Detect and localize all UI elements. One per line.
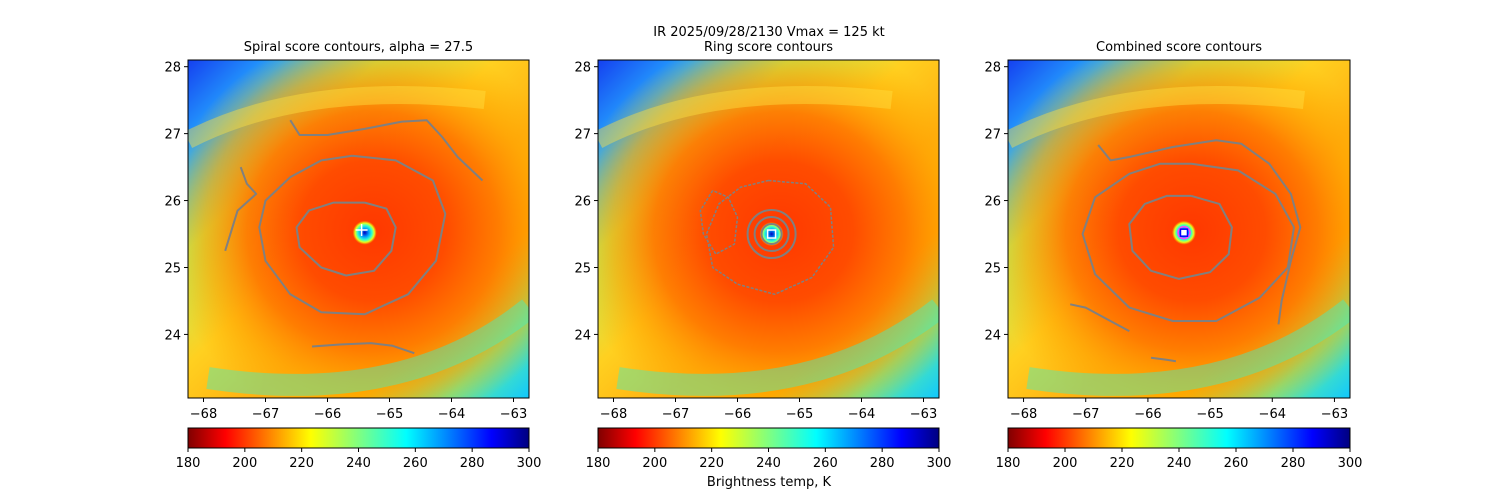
brightness-temp-image	[598, 60, 939, 398]
x-tick-label: −64	[1259, 407, 1286, 422]
contour-west-lobe	[699, 189, 739, 255]
contour-middle	[258, 154, 447, 316]
colorbar-tick-label: 300	[517, 456, 542, 471]
colorbar-bar	[187, 427, 530, 449]
y-tick-label: 24	[164, 328, 181, 343]
colorbar-tick-label: 220	[1110, 456, 1135, 471]
y-tick-label: 28	[984, 61, 1001, 76]
x-tick-label: −64	[848, 407, 875, 422]
x-tick-label: −67	[662, 407, 689, 422]
center-marker-circle	[1177, 225, 1191, 240]
y-tick-label: 24	[984, 328, 1001, 343]
colorbar-tick-label: 200	[1053, 456, 1078, 471]
axes-frame	[1007, 59, 1351, 399]
contour-south-fragment	[311, 342, 415, 355]
contour-ring	[760, 223, 783, 246]
colorbar: 180 200 220 240 260 280 300	[176, 427, 542, 471]
x-tick-label: −65	[376, 407, 403, 422]
panel-2: Ring score contours −68 −67 −66 −65 −64 −63 24 2…	[574, 40, 952, 471]
contour-irregular	[705, 179, 835, 296]
axes-frame	[187, 59, 530, 399]
contour-ring	[746, 209, 797, 260]
colorbar-tick-label: 180	[176, 456, 201, 471]
contour-middle	[1081, 162, 1295, 322]
colorbar-tick-label: 260	[813, 456, 838, 471]
colorbar-tick-label: 300	[1338, 456, 1363, 471]
contour-west-fragment	[224, 166, 258, 252]
x-tick-label: −67	[252, 407, 279, 422]
x-tick-label: −64	[438, 407, 465, 422]
center-marker	[1179, 228, 1189, 237]
y-tick-label: 26	[984, 195, 1001, 210]
panel-title: Ring score contours	[704, 40, 833, 55]
panel-title: Spiral score contours, alpha = 27.5	[244, 40, 473, 55]
colorbar: 180 200 220 240 260 280 300	[996, 427, 1363, 471]
contour-outer-arc	[289, 119, 484, 182]
contour-outer-arc	[1097, 139, 1302, 325]
colorbar-label: Brightness temp, K	[707, 475, 832, 490]
panel-3: Combined score contours −68 −67 −66 −65 −64 −6…	[984, 40, 1363, 471]
x-tick-label: −68	[190, 407, 217, 422]
x-tick-label: −63	[910, 407, 937, 422]
contour-ring	[753, 216, 790, 253]
colorbar-tick-label: 280	[870, 456, 895, 471]
contour-inner	[1128, 194, 1233, 280]
axes-frame	[597, 59, 940, 399]
y-tick-label: 27	[984, 128, 1001, 143]
colorbar-tick-label: 280	[1281, 456, 1306, 471]
colorbar-tick-label: 240	[756, 456, 781, 471]
colorbar-tick-label: 260	[403, 456, 428, 471]
colorbar-tick-label: 220	[699, 456, 724, 471]
y-tick-label: 28	[164, 61, 181, 76]
contour-inner	[295, 201, 397, 277]
contour-sw-fragment	[1069, 303, 1130, 332]
y-tick-label: 27	[164, 128, 181, 143]
y-tick-label: 24	[574, 328, 591, 343]
colorbar-tick-label: 180	[586, 456, 611, 471]
colorbar: 180 200 220 240 260 280 300	[586, 427, 952, 471]
y-tick-label: 25	[984, 261, 1001, 276]
colorbar-tick-label: 220	[289, 456, 314, 471]
panel-1: Spiral score contours, alpha = 27.5 −68 −6…	[164, 40, 542, 471]
colorbar-tick-label: 200	[642, 456, 667, 471]
contour-south-fragment	[1150, 356, 1177, 363]
figure-suptitle: IR 2025/09/28/2130 Vmax = 125 kt	[653, 25, 884, 40]
x-tick-label: −65	[786, 407, 813, 422]
x-tick-label: −68	[600, 407, 627, 422]
y-tick-label: 25	[164, 261, 181, 276]
x-tick-label: −67	[1072, 407, 1099, 422]
x-tick-label: −65	[1196, 407, 1223, 422]
colorbar-bar	[597, 427, 940, 449]
colorbar-tick-label: 200	[232, 456, 257, 471]
center-marker	[355, 224, 368, 237]
colorbar-tick-label: 180	[996, 456, 1021, 471]
colorbar-tick-label: 260	[1224, 456, 1249, 471]
y-tick-label: 27	[574, 128, 591, 143]
brightness-temp-image	[1008, 60, 1350, 398]
x-tick-label: −63	[500, 407, 527, 422]
colorbar-tick-label: 280	[460, 456, 485, 471]
y-tick-label: 28	[574, 61, 591, 76]
y-tick-label: 26	[574, 195, 591, 210]
colorbar-tick-label: 300	[927, 456, 952, 471]
x-tick-label: −68	[1010, 407, 1037, 422]
y-tick-label: 25	[574, 261, 591, 276]
panel-title: Combined score contours	[1096, 40, 1262, 55]
center-marker	[766, 229, 777, 239]
brightness-temp-image	[188, 60, 529, 398]
x-tick-label: −66	[314, 407, 341, 422]
colorbar-tick-label: 240	[1167, 456, 1192, 471]
colorbar-bar	[1007, 427, 1351, 449]
x-tick-label: −66	[1134, 407, 1161, 422]
y-tick-label: 26	[164, 195, 181, 210]
colorbar-tick-label: 240	[346, 456, 371, 471]
x-tick-label: −66	[724, 407, 751, 422]
x-tick-label: −63	[1321, 407, 1348, 422]
